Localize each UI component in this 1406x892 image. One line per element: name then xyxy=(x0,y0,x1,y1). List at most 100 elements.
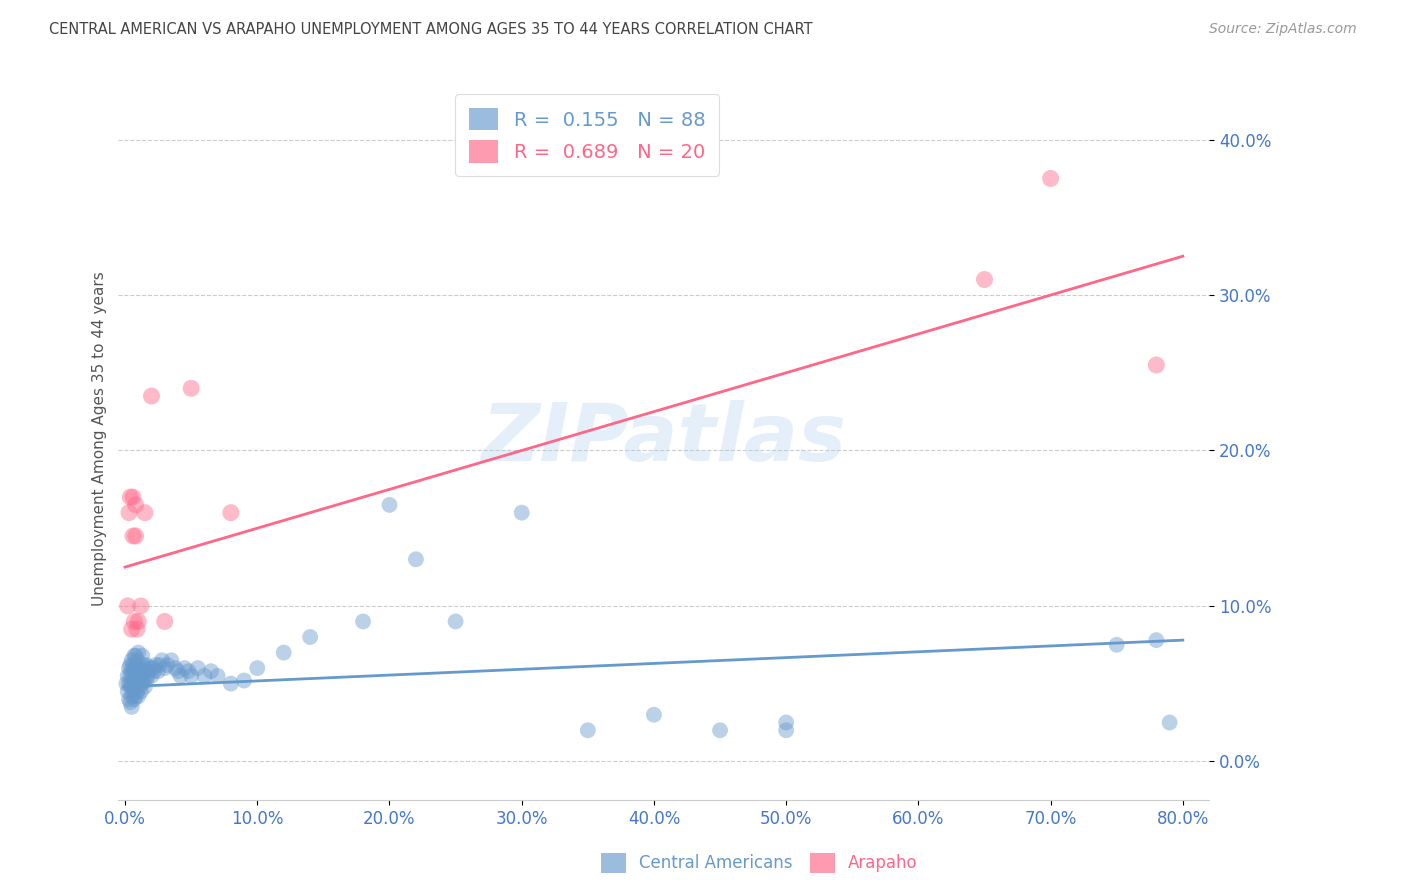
Point xyxy=(775,715,797,730)
Point xyxy=(121,700,143,714)
Legend: R =  0.155   N = 88, R =  0.689   N = 20: R = 0.155 N = 88, R = 0.689 N = 20 xyxy=(456,95,718,177)
Point xyxy=(117,669,139,683)
Point xyxy=(160,653,183,667)
Point xyxy=(125,669,148,683)
Point xyxy=(118,506,141,520)
Point xyxy=(134,680,156,694)
Point xyxy=(122,658,145,673)
Point xyxy=(121,689,143,703)
Point xyxy=(444,615,467,629)
Point xyxy=(122,529,145,543)
Point xyxy=(125,684,148,698)
Point xyxy=(120,669,142,683)
Point xyxy=(120,658,142,673)
Point xyxy=(127,661,149,675)
Point xyxy=(120,695,142,709)
Point xyxy=(136,669,159,683)
Point xyxy=(299,630,322,644)
Point xyxy=(134,506,156,520)
Point xyxy=(165,661,187,675)
Point xyxy=(169,669,191,683)
Point xyxy=(141,669,163,683)
Point xyxy=(153,615,176,629)
Point xyxy=(352,615,374,629)
Point xyxy=(134,664,156,678)
Point xyxy=(121,664,143,678)
Point xyxy=(125,622,148,636)
Point xyxy=(124,648,146,663)
Point xyxy=(129,684,152,698)
Point xyxy=(132,658,155,673)
Point xyxy=(378,498,401,512)
Point xyxy=(643,707,665,722)
Point xyxy=(117,684,139,698)
Point xyxy=(128,664,150,678)
Point xyxy=(1105,638,1128,652)
Point xyxy=(167,664,190,678)
Point xyxy=(124,498,146,512)
Point xyxy=(117,599,139,613)
Point xyxy=(120,490,142,504)
Point xyxy=(115,676,138,690)
Point xyxy=(124,689,146,703)
Point xyxy=(1159,715,1181,730)
Point xyxy=(510,506,533,520)
Point xyxy=(118,676,141,690)
Point xyxy=(128,680,150,694)
Point xyxy=(124,615,146,629)
Point xyxy=(135,658,157,673)
Point xyxy=(121,653,143,667)
Point xyxy=(127,646,149,660)
Point xyxy=(150,653,173,667)
Point xyxy=(219,506,242,520)
Point xyxy=(120,680,142,694)
Point xyxy=(200,664,222,678)
Point xyxy=(180,669,202,683)
Point xyxy=(129,599,152,613)
Point xyxy=(1039,171,1062,186)
Point xyxy=(124,692,146,706)
Point xyxy=(142,661,165,675)
Point xyxy=(1144,633,1167,648)
Y-axis label: Unemployment Among Ages 35 to 44 years: Unemployment Among Ages 35 to 44 years xyxy=(93,271,107,607)
Text: ZIPatlas: ZIPatlas xyxy=(481,400,846,478)
Text: CENTRAL AMERICAN VS ARAPAHO UNEMPLOYMENT AMONG AGES 35 TO 44 YEARS CORRELATION C: CENTRAL AMERICAN VS ARAPAHO UNEMPLOYMENT… xyxy=(49,22,813,37)
Point xyxy=(233,673,256,688)
Point xyxy=(124,673,146,688)
Point xyxy=(124,661,146,675)
Point xyxy=(219,676,242,690)
Legend: Central Americans, Arapaho: Central Americans, Arapaho xyxy=(595,847,924,880)
Point xyxy=(973,272,995,286)
Point xyxy=(156,658,179,673)
Point xyxy=(122,669,145,683)
Point xyxy=(131,648,153,663)
Point xyxy=(124,529,146,543)
Point xyxy=(122,684,145,698)
Point xyxy=(177,664,200,678)
Point xyxy=(125,653,148,667)
Point xyxy=(135,673,157,688)
Point xyxy=(173,661,195,675)
Point xyxy=(180,381,202,395)
Point xyxy=(148,658,170,673)
Point xyxy=(127,673,149,688)
Point xyxy=(246,661,269,675)
Point xyxy=(138,664,160,678)
Point xyxy=(576,723,599,738)
Point xyxy=(127,689,149,703)
Point xyxy=(193,669,215,683)
Point xyxy=(187,661,209,675)
Point xyxy=(141,389,163,403)
Point xyxy=(143,664,166,678)
Point xyxy=(129,669,152,683)
Point xyxy=(146,664,169,678)
Point xyxy=(121,622,143,636)
Point xyxy=(127,615,149,629)
Point xyxy=(153,661,176,675)
Point xyxy=(145,658,167,673)
Point xyxy=(124,648,146,663)
Point xyxy=(405,552,427,566)
Point xyxy=(1144,358,1167,372)
Point xyxy=(118,661,141,675)
Point xyxy=(131,661,153,675)
